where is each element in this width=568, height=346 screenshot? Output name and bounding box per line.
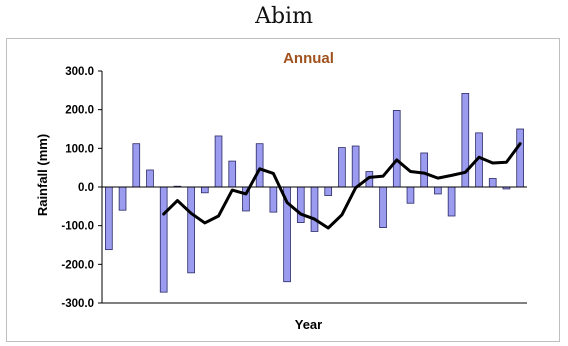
bar bbox=[420, 152, 428, 188]
bars-layer bbox=[105, 93, 524, 293]
bar bbox=[296, 186, 305, 223]
bar bbox=[187, 186, 195, 274]
bar bbox=[516, 128, 524, 188]
y-tick-label: 100.0 bbox=[65, 143, 94, 155]
page-title: Abim bbox=[255, 4, 313, 29]
y-tick-label: 0.0 bbox=[78, 182, 94, 194]
bar bbox=[434, 186, 442, 195]
bar bbox=[118, 186, 127, 211]
bar bbox=[200, 186, 209, 194]
bar bbox=[310, 186, 319, 232]
chart: 300.0 200.0 100.0 0.0 -100.0 -200.0 -300.0 Ann… bbox=[35, 50, 527, 332]
line-layer bbox=[162, 142, 522, 230]
bar bbox=[447, 186, 456, 217]
bar bbox=[214, 135, 223, 188]
x-axis-label: Year bbox=[295, 317, 322, 332]
chart-title: Annual bbox=[283, 50, 334, 67]
bar bbox=[392, 110, 401, 188]
y-axis-label: Rainfall (mm) bbox=[35, 134, 50, 216]
bar bbox=[105, 186, 113, 251]
bar bbox=[488, 178, 497, 188]
bar bbox=[351, 145, 360, 188]
bar bbox=[159, 186, 168, 293]
series-line bbox=[162, 142, 522, 230]
bar bbox=[228, 160, 237, 188]
bar bbox=[379, 186, 387, 228]
bar bbox=[338, 147, 346, 188]
y-tick-label: -200.0 bbox=[61, 259, 94, 271]
bar bbox=[255, 143, 264, 188]
chart-frame: 300.0 200.0 100.0 0.0 -100.0 -200.0 -300.0 Ann… bbox=[6, 38, 560, 342]
bar bbox=[406, 186, 415, 204]
y-tick-label: -100.0 bbox=[61, 221, 94, 233]
y-tick-label: -300.0 bbox=[61, 298, 94, 310]
bar bbox=[324, 186, 333, 196]
bar bbox=[146, 169, 154, 188]
y-ticks: 300.0 200.0 100.0 0.0 -100.0 -200.0 -300.0 bbox=[61, 66, 102, 310]
y-tick-label: 300.0 bbox=[65, 66, 94, 78]
y-tick-label: 200.0 bbox=[65, 105, 94, 117]
bar bbox=[132, 143, 141, 188]
bar bbox=[269, 186, 278, 213]
